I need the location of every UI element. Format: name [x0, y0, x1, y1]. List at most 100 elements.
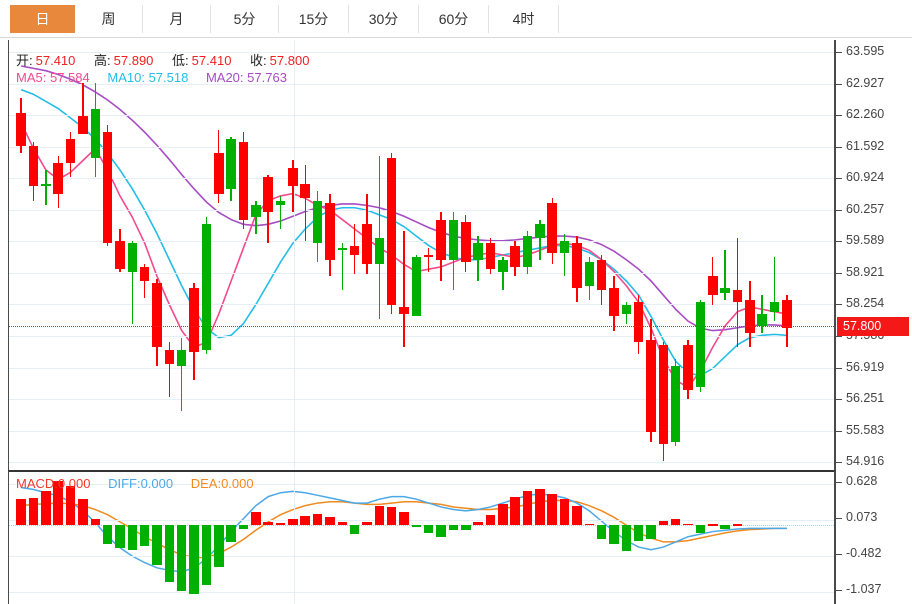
price-axis-tick: 61.592: [846, 138, 885, 153]
macd-bar: [349, 525, 360, 535]
tab-3[interactable]: 5分: [211, 5, 279, 33]
macd-bar: [251, 512, 261, 526]
candle-body: [115, 240, 125, 270]
candle-body: [596, 259, 607, 291]
tab-label: 日: [35, 11, 50, 27]
candle-body: [325, 203, 335, 260]
dea-value: 0.000: [221, 476, 254, 491]
macd-bar: [720, 525, 730, 529]
candle-body: [769, 302, 780, 312]
macd-bar: [609, 525, 619, 545]
macd-value: 0.000: [57, 476, 91, 491]
tab-label: 周: [101, 11, 116, 27]
candle-wick: [761, 295, 763, 333]
price-axis-tick: 54.916: [846, 454, 885, 469]
close-label: 收:: [250, 53, 267, 68]
candle-body: [535, 224, 545, 239]
candle-wick: [181, 337, 183, 411]
candle-body: [201, 224, 212, 350]
macd-bar: [337, 521, 348, 526]
axis-tickmark: [836, 399, 842, 401]
candle-body: [41, 184, 51, 186]
candle-body: [312, 200, 323, 244]
price-chart-panel[interactable]: [8, 40, 835, 470]
macd-bar: [300, 516, 310, 526]
axis-tickmark: [836, 52, 842, 54]
macd-bar: [152, 525, 162, 566]
candle-wick: [82, 82, 84, 135]
candle-wick: [378, 155, 381, 319]
tab-2[interactable]: 月: [143, 5, 211, 33]
macd-chart-panel[interactable]: [8, 470, 835, 604]
candle-body: [300, 184, 310, 199]
axis-tickmark: [836, 241, 842, 243]
macd-bar: [16, 499, 26, 526]
candle-body: [214, 153, 224, 194]
candle-body: [189, 288, 199, 352]
candle-body: [646, 340, 656, 433]
axis-tickmark: [836, 304, 842, 306]
low-value: 57.410: [191, 53, 232, 68]
macd-bar: [288, 519, 298, 526]
tab-6[interactable]: 60分: [419, 5, 489, 33]
candle-body: [176, 349, 187, 367]
macd-bar: [312, 514, 323, 526]
gridline-h: [9, 52, 834, 54]
gridline-v: [294, 472, 296, 604]
tab-4[interactable]: 15分: [279, 5, 349, 33]
price-axis-tick: 62.260: [846, 107, 885, 122]
candle-wick: [341, 243, 343, 291]
macd-bar: [646, 525, 656, 540]
candle-body: [559, 240, 570, 253]
tab-7[interactable]: 4时: [489, 5, 559, 33]
open-value: 57.410: [35, 53, 76, 68]
macd-bar: [127, 525, 138, 550]
candle-body: [708, 276, 718, 296]
moving-average-readout: MA5: 57.584 MA10: 57.518 MA20: 57.763: [16, 70, 301, 85]
candle-body: [288, 167, 298, 187]
candle-body: [16, 113, 26, 147]
price-axis-tick: 60.257: [846, 201, 885, 216]
candle-wick: [45, 169, 47, 206]
axis-tickmark: [836, 335, 842, 337]
tab-0[interactable]: 日: [10, 5, 75, 33]
macd-axis-tick: -0.482: [846, 546, 882, 561]
candle-wick: [724, 250, 726, 300]
candle-body: [238, 141, 249, 220]
macd-bar: [621, 525, 632, 551]
candle-body: [732, 290, 743, 303]
macd-bar: [399, 512, 409, 526]
macd-zero-line: [9, 525, 834, 527]
candle-body: [473, 243, 483, 260]
gridline-h: [9, 520, 834, 522]
candle-wick: [279, 195, 282, 229]
diff-line: [21, 486, 787, 573]
tab-5[interactable]: 30分: [349, 5, 419, 33]
axis-tickmark: [836, 178, 842, 180]
gridline-v: [294, 40, 296, 470]
candle-body: [510, 245, 520, 267]
gridline-h: [9, 367, 834, 369]
candle-body: [386, 158, 397, 305]
candle-body: [90, 108, 101, 159]
macd-bar: [658, 521, 669, 526]
macd-readout: MACD:0.000 DIFF:0.000 DEA:0.000: [16, 476, 268, 491]
macd-bar: [411, 525, 422, 528]
tab-label: 15分: [298, 11, 329, 27]
candle-body: [251, 205, 261, 218]
macd-bar: [238, 525, 249, 529]
gridline-h: [9, 556, 834, 558]
candle-body: [127, 243, 138, 272]
gridline-h: [9, 209, 834, 211]
candle-body: [28, 146, 39, 187]
macd-bar: [423, 525, 434, 533]
candle-body: [522, 236, 533, 267]
macd-bar: [547, 494, 557, 526]
price-axis-tick: 62.927: [846, 75, 885, 90]
gridline-h: [9, 146, 834, 148]
axis-tickmark: [836, 209, 842, 211]
axis-tickmark: [836, 462, 842, 464]
tab-1[interactable]: 周: [75, 5, 143, 33]
candle-body: [609, 288, 619, 317]
ohlc-readout: 开: 57.410 高: 57.890 低: 57.410 收: 57.800: [16, 50, 324, 69]
